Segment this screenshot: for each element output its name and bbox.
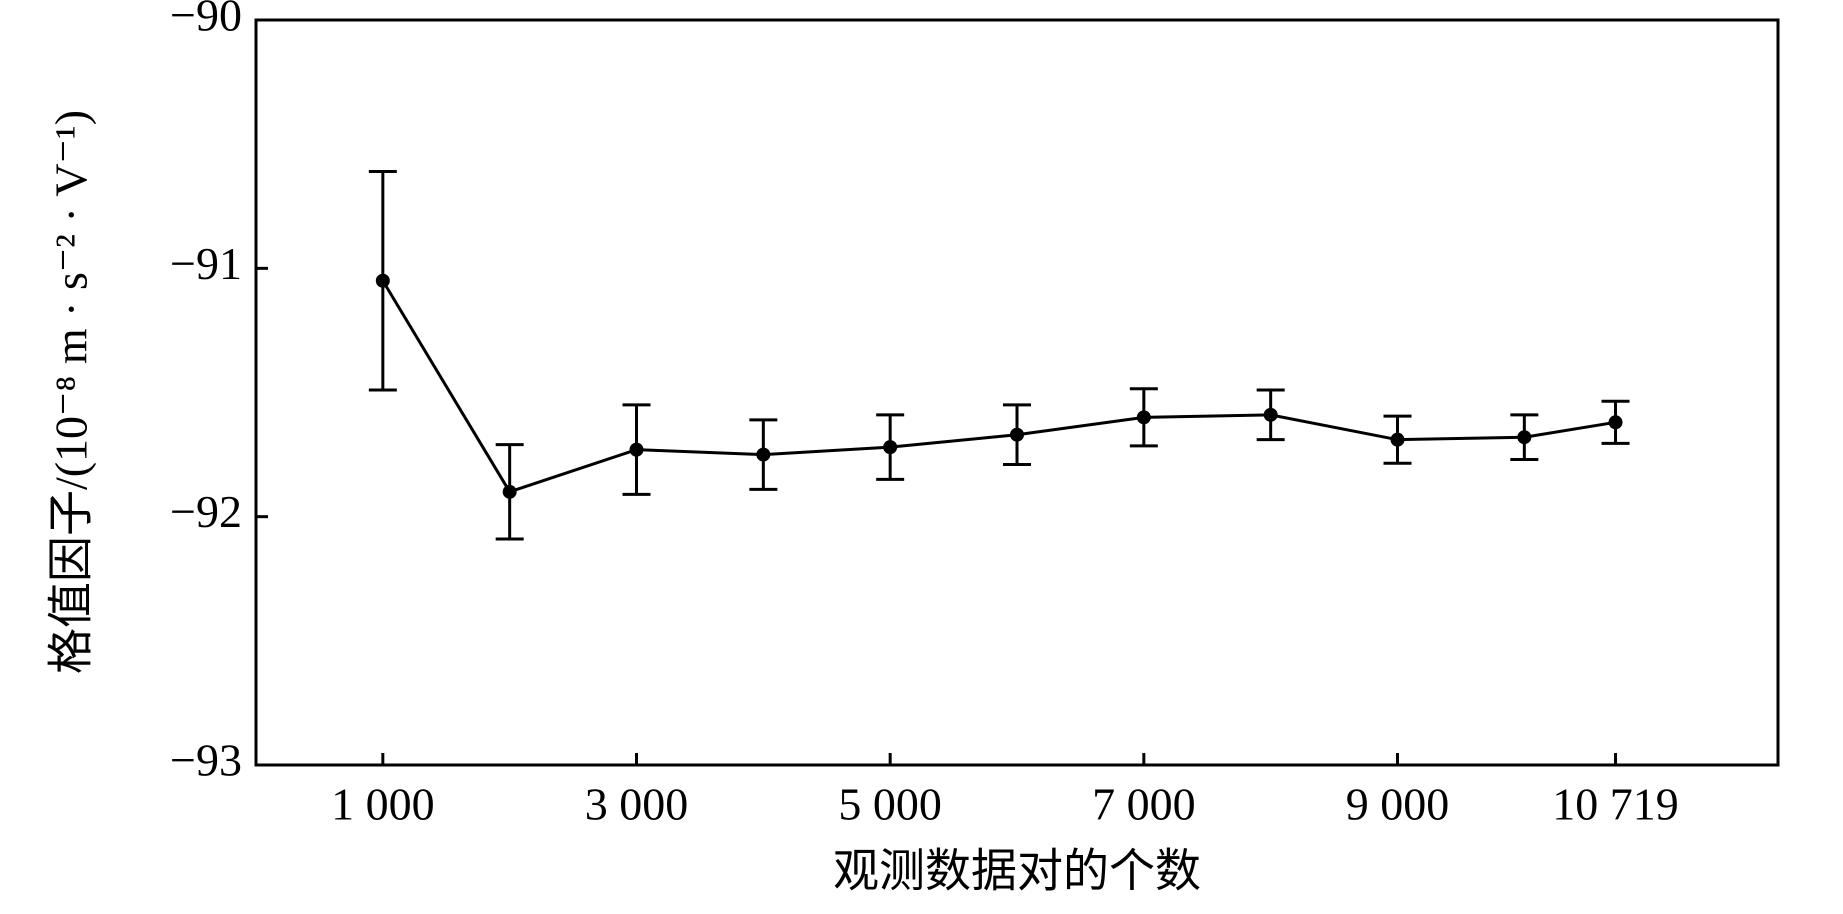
data-point	[883, 440, 898, 455]
series-line	[381, 279, 1616, 494]
data-point	[375, 273, 390, 288]
x-tick-label: 10 719	[1552, 779, 1679, 830]
x-tick-label: 5 000	[838, 779, 942, 830]
data-point	[1010, 427, 1024, 442]
x-axis-label: 观测数据对的个数	[833, 846, 1201, 897]
data-point	[1608, 415, 1623, 430]
data-point	[502, 484, 517, 499]
x-tick-label: 1 000	[331, 779, 435, 830]
y-tick-label: −91	[170, 238, 242, 289]
data-point	[1390, 432, 1405, 447]
y-axis-label: 格值因子/(10⁻⁸ m · s⁻² · V⁻¹)	[46, 110, 97, 674]
x-tick-label: 7 000	[1092, 779, 1196, 830]
data-point	[629, 442, 644, 457]
data-point	[756, 447, 771, 462]
data-point	[1136, 410, 1151, 425]
y-tick-label: −92	[170, 486, 242, 537]
x-tick-label: 3 000	[585, 779, 689, 830]
y-tick-label: −90	[170, 0, 242, 41]
data-point	[1263, 407, 1278, 422]
data-point	[1517, 430, 1532, 445]
y-tick-label: −93	[170, 735, 242, 786]
plot-frame	[254, 18, 1780, 767]
x-tick-label: 9 000	[1346, 779, 1450, 830]
